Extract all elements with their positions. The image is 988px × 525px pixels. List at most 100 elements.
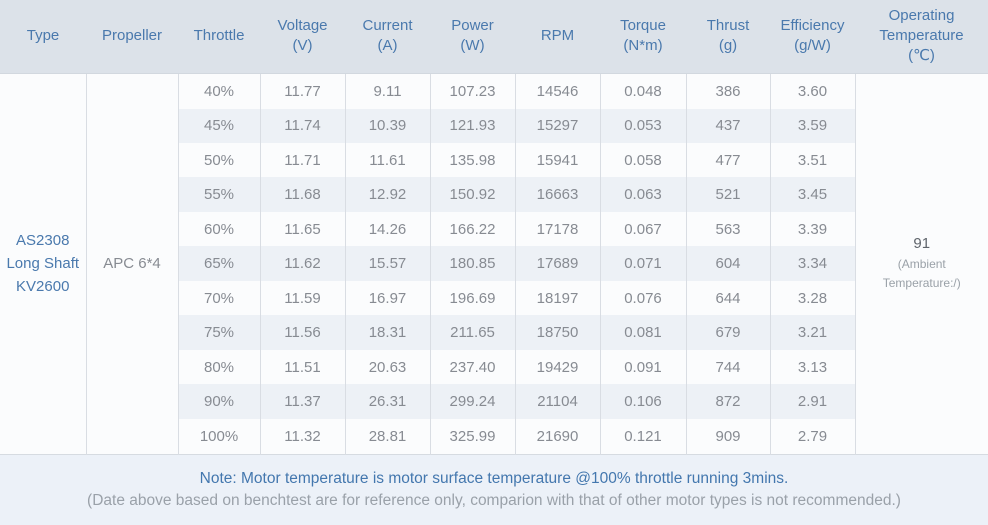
note-primary: Note: Motor temperature is motor surface… xyxy=(199,470,789,487)
cell-thrust: 477 xyxy=(685,142,770,178)
cell-rpm: 15941 xyxy=(514,142,600,178)
cell-power: 196.69 xyxy=(429,280,515,316)
header-row: Type Propeller Throttle Voltage (V) Curre… xyxy=(0,0,988,74)
col-header-torque: Torque (N*m) xyxy=(600,0,686,74)
cell-throttle: 75% xyxy=(177,315,260,350)
cell-thrust: 679 xyxy=(685,315,770,350)
cell-rpm: 16663 xyxy=(514,177,600,212)
cell-efficiency: 3.59 xyxy=(769,108,855,143)
cell-rpm: 15297 xyxy=(514,108,600,143)
cell-current: 26.31 xyxy=(344,384,430,419)
cell-efficiency: 3.51 xyxy=(769,142,855,178)
table-row: 55% 11.68 12.92 150.92 16663 0.063 521 3.45 xyxy=(0,177,988,212)
cell-power: 121.93 xyxy=(429,108,515,143)
cell-throttle: 100% xyxy=(177,418,260,455)
cell-power: 237.40 xyxy=(429,349,515,385)
col-header-propeller: Propeller xyxy=(86,0,178,74)
cell-efficiency: 3.28 xyxy=(769,280,855,316)
cell-efficiency: 3.34 xyxy=(769,246,855,281)
table-row: 70% 11.59 16.97 196.69 18197 0.076 644 3.28 xyxy=(0,280,988,316)
cell-thrust: 563 xyxy=(685,211,770,247)
cell-voltage: 11.74 xyxy=(259,108,345,143)
cell-voltage: 11.65 xyxy=(259,211,345,247)
cell-thrust: 437 xyxy=(685,108,770,143)
cell-voltage: 11.62 xyxy=(259,246,345,281)
type-line: KV2600 xyxy=(16,278,70,296)
cell-thrust: 644 xyxy=(685,280,770,316)
cell-voltage: 11.68 xyxy=(259,177,345,212)
cell-torque: 0.063 xyxy=(599,177,686,212)
operating-temperature-cell: 91 (Ambient Temperature:/) xyxy=(854,73,988,455)
motor-data-table: Type Propeller Throttle Voltage (V) Curre… xyxy=(0,0,988,455)
cell-torque: 0.053 xyxy=(599,108,686,143)
cell-power: 150.92 xyxy=(429,177,515,212)
cell-throttle: 45% xyxy=(177,108,260,143)
cell-torque: 0.048 xyxy=(599,73,686,109)
col-header-rpm: RPM xyxy=(515,0,600,74)
table-row: 65% 11.62 15.57 180.85 17689 0.071 604 3.34 xyxy=(0,246,988,281)
col-header-thrust: Thrust (g) xyxy=(686,0,770,74)
cell-voltage: 11.32 xyxy=(259,418,345,455)
table-row: 75% 11.56 18.31 211.65 18750 0.081 679 3.21 xyxy=(0,315,988,350)
cell-rpm: 17178 xyxy=(514,211,600,247)
cell-current: 16.97 xyxy=(344,280,430,316)
cell-torque: 0.058 xyxy=(599,142,686,178)
cell-efficiency: 3.13 xyxy=(769,349,855,385)
col-header-operating-temperature: Operating Temperature (℃) xyxy=(855,0,988,74)
cell-current: 14.26 xyxy=(344,211,430,247)
col-header-current: Current (A) xyxy=(345,0,430,74)
cell-power: 107.23 xyxy=(429,73,515,109)
cell-current: 11.61 xyxy=(344,142,430,178)
temperature-value: 91 xyxy=(913,235,931,253)
cell-throttle: 90% xyxy=(177,384,260,419)
cell-power: 211.65 xyxy=(429,315,515,350)
cell-torque: 0.076 xyxy=(599,280,686,316)
cell-rpm: 21690 xyxy=(514,418,600,455)
cell-torque: 0.071 xyxy=(599,246,686,281)
note-secondary: (Date above based on benchtest are for r… xyxy=(87,492,901,509)
table-row: 60% 11.65 14.26 166.22 17178 0.067 563 3.39 xyxy=(0,211,988,247)
cell-power: 180.85 xyxy=(429,246,515,281)
cell-efficiency: 3.39 xyxy=(769,211,855,247)
col-header-power: Power (W) xyxy=(430,0,515,74)
cell-voltage: 11.59 xyxy=(259,280,345,316)
cell-power: 135.98 xyxy=(429,142,515,178)
cell-throttle: 65% xyxy=(177,246,260,281)
cell-throttle: 70% xyxy=(177,280,260,316)
cell-throttle: 55% xyxy=(177,177,260,212)
table-row: 90% 11.37 26.31 299.24 21104 0.106 872 2.91 xyxy=(0,384,988,419)
type-line: AS2308 xyxy=(16,231,70,249)
table-header: Type Propeller Throttle Voltage (V) Curre… xyxy=(0,0,988,74)
col-header-throttle: Throttle xyxy=(178,0,260,74)
cell-voltage: 11.37 xyxy=(259,384,345,419)
cell-current: 15.57 xyxy=(344,246,430,281)
cell-efficiency: 2.91 xyxy=(769,384,855,419)
cell-rpm: 19429 xyxy=(514,349,600,385)
cell-torque: 0.081 xyxy=(599,315,686,350)
cell-power: 299.24 xyxy=(429,384,515,419)
type-line: Long Shaft xyxy=(6,255,80,273)
cell-thrust: 386 xyxy=(685,73,770,109)
cell-efficiency: 3.45 xyxy=(769,177,855,212)
cell-rpm: 17689 xyxy=(514,246,600,281)
table-row: 45% 11.74 10.39 121.93 15297 0.053 437 3.59 xyxy=(0,108,988,143)
cell-throttle: 40% xyxy=(177,73,260,109)
cell-current: 10.39 xyxy=(344,108,430,143)
cell-thrust: 604 xyxy=(685,246,770,281)
cell-voltage: 11.71 xyxy=(259,142,345,178)
cell-current: 18.31 xyxy=(344,315,430,350)
cell-rpm: 18197 xyxy=(514,280,600,316)
notes-footer: Note: Motor temperature is motor surface… xyxy=(0,455,988,525)
col-header-type: Type xyxy=(0,0,86,74)
cell-throttle: 60% xyxy=(177,211,260,247)
cell-voltage: 11.77 xyxy=(259,73,345,109)
cell-thrust: 909 xyxy=(685,418,770,455)
cell-current: 20.63 xyxy=(344,349,430,385)
cell-current: 12.92 xyxy=(344,177,430,212)
table-row: AS2308 Long Shaft KV2600 APC 6*4 40% 11.77 9.1… xyxy=(0,73,988,455)
cell-efficiency: 3.21 xyxy=(769,315,855,350)
cell-voltage: 11.51 xyxy=(259,349,345,385)
table-row: 80% 11.51 20.63 237.40 19429 0.091 744 3.13 xyxy=(0,349,988,385)
cell-power: 325.99 xyxy=(429,418,515,455)
